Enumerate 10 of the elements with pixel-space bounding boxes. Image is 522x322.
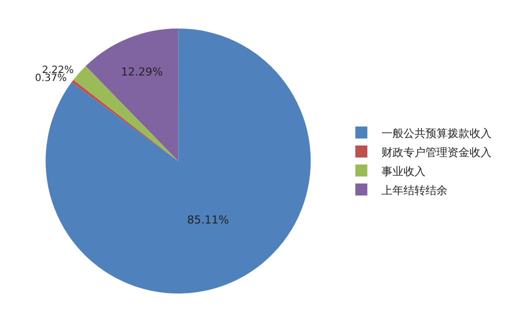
pie-slice	[86, 28, 178, 161]
legend-label: 事业收入	[381, 164, 426, 178]
legend-label: 一般公共预算拨款收入	[381, 126, 492, 140]
legend-label: 上年结转结余	[381, 184, 448, 197]
data-label: 85.11%	[187, 214, 230, 227]
legend-label: 财政专户管理资金收入	[381, 146, 492, 159]
pie-slice	[73, 66, 178, 161]
data-label: 0.37%	[35, 73, 67, 84]
pie-slice	[72, 80, 178, 161]
data-label: 12.29%	[120, 65, 163, 78]
